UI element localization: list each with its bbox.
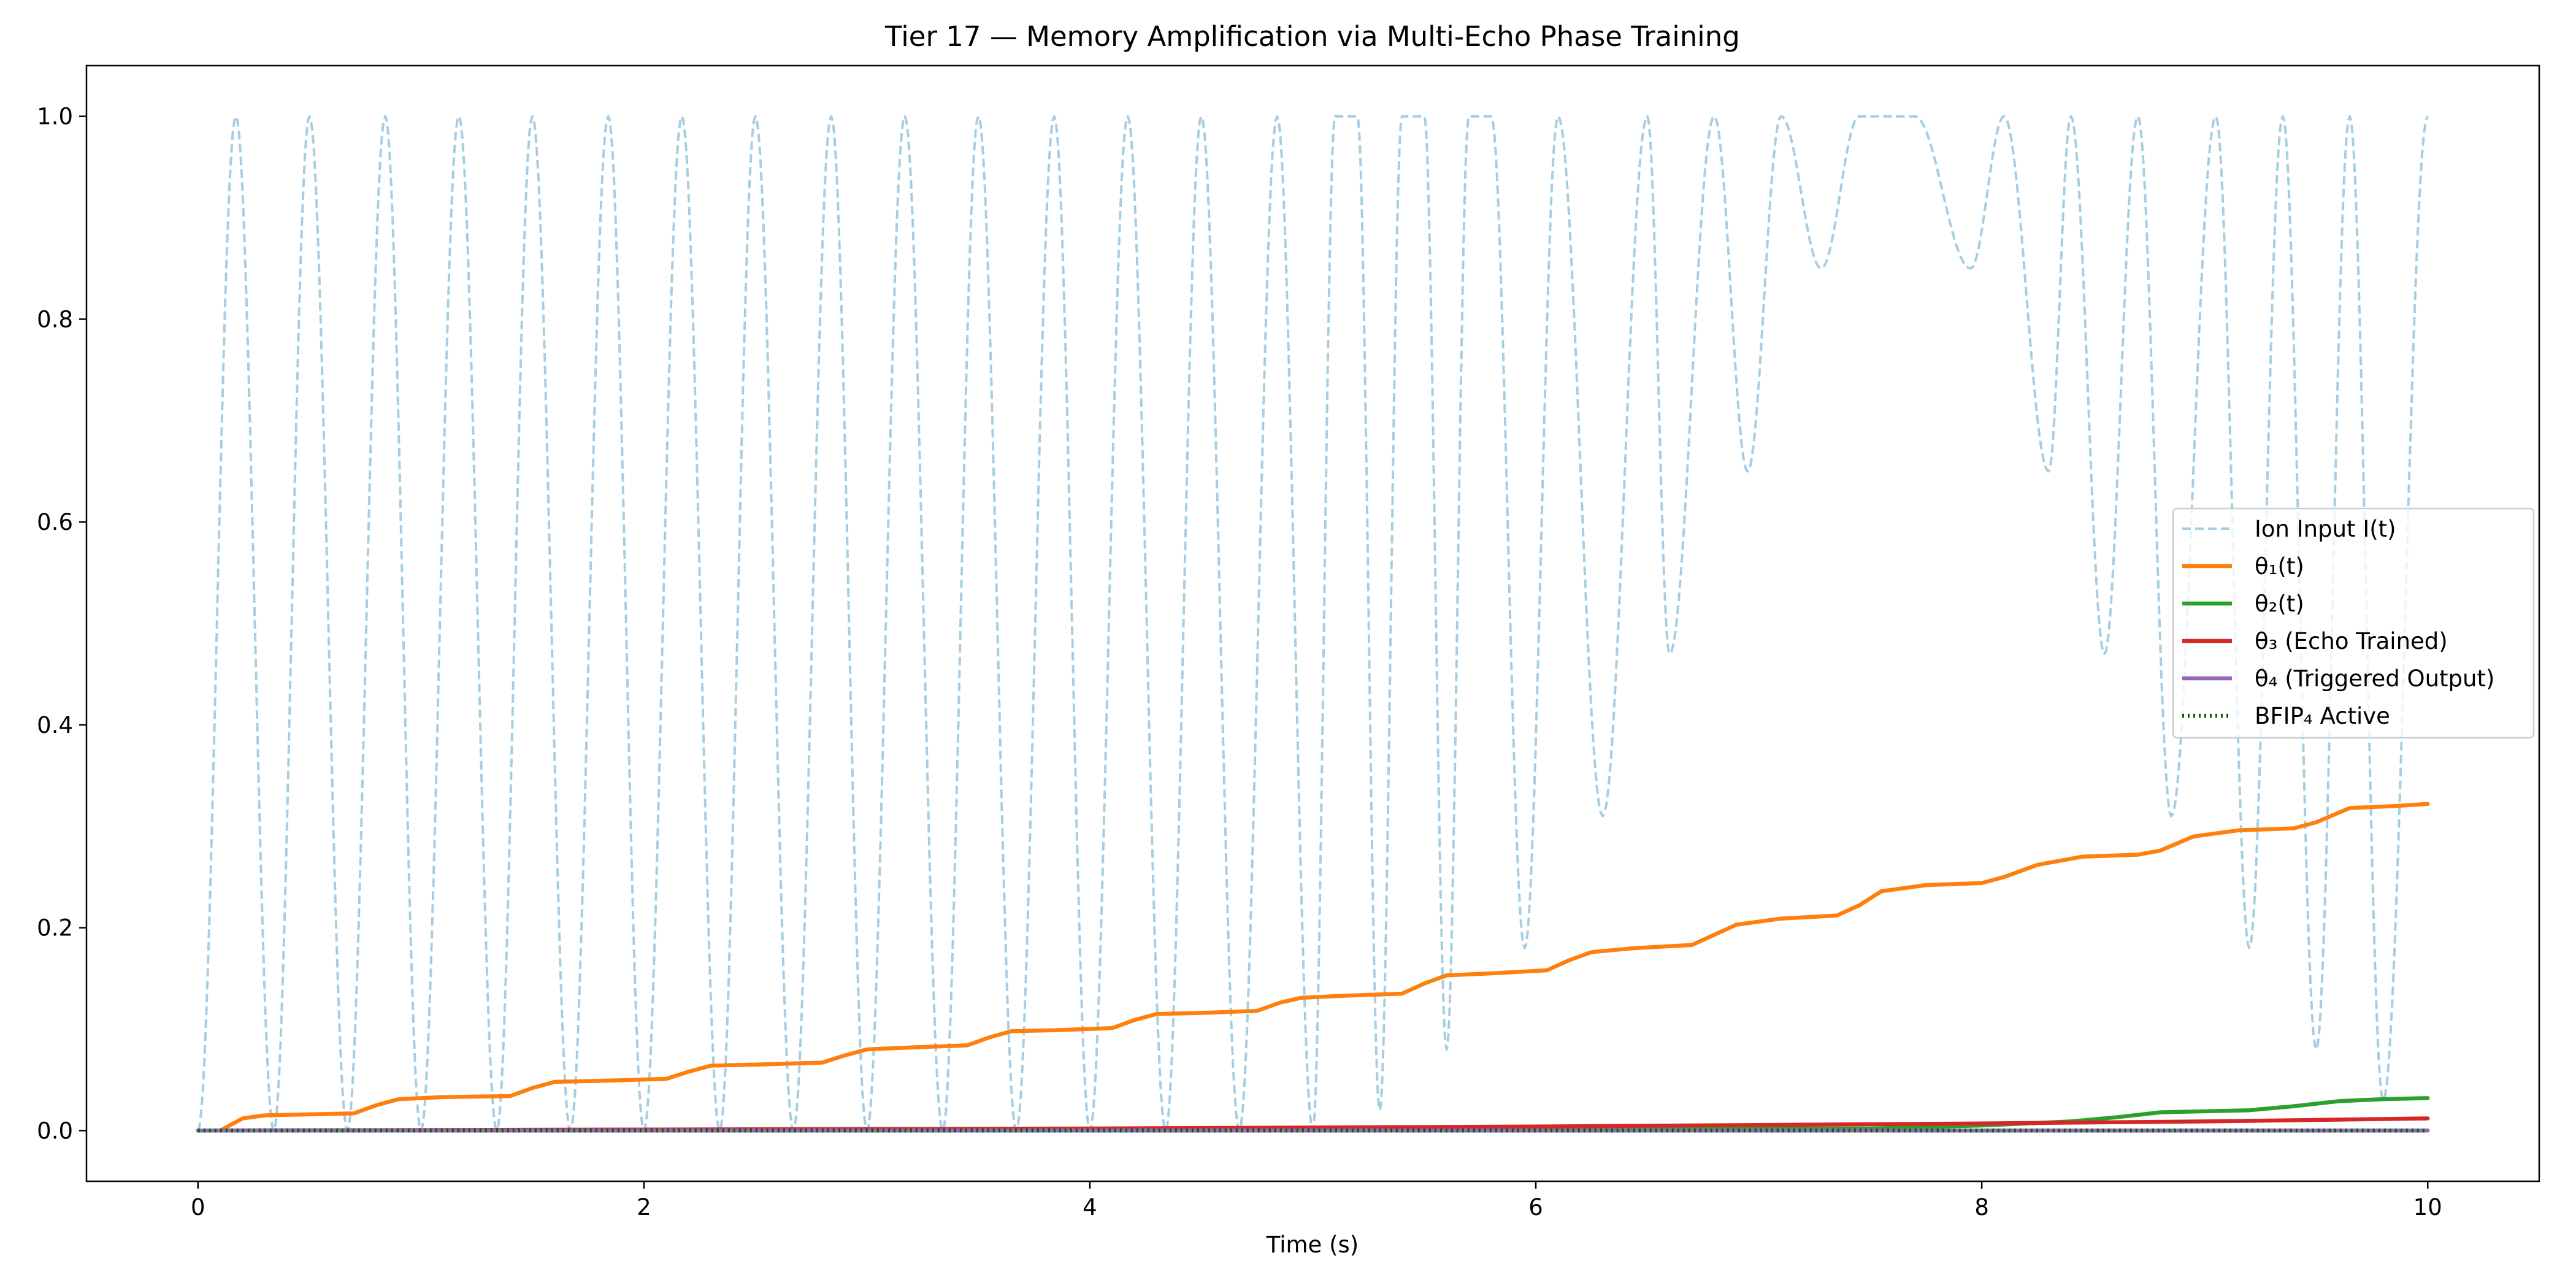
y-tick-label: 0.0 [37,1117,73,1144]
series-line-2 [196,802,2430,1133]
legend-label-2: θ₁(t) [2255,553,2304,580]
x-tick-label: 10 [2413,1194,2442,1221]
series-line-3 [196,1096,2430,1133]
y-tick-label: 0.2 [37,915,73,941]
x-axis-label: Time (s) [1266,1232,1359,1258]
legend-box [2172,507,2535,739]
legend-label-4: θ₃ (Echo Trained) [2255,628,2448,654]
legend-label-3: θ₂(t) [2255,591,2304,617]
y-tick-label: 1.0 [37,104,73,130]
series-layer [196,115,2430,1133]
chart-title: Tier 17 — Memory Amplification via Multi… [884,20,1740,53]
y-axis: 0.0 0.2 0.4 0.6 0.8 1.0 [37,104,86,1144]
legend: Ion Input I(t) θ₁(t) θ₂(t) θ₃ (Echo Trained… [2172,507,2535,739]
plot-frame [85,64,2540,1183]
legend-label-5: θ₄ (Triggered Output) [2255,665,2494,692]
x-tick-label: 6 [1528,1194,1543,1221]
series-line-1 [196,115,2429,1132]
x-tick-label: 4 [1083,1194,1097,1221]
y-tick-label: 0.8 [37,306,73,332]
x-axis: 0 2 4 6 8 10 [191,1181,2442,1221]
legend-label-1: Ion Input I(t) [2255,516,2396,542]
y-tick-label: 0.4 [37,712,73,738]
x-tick-label: 0 [191,1194,205,1221]
y-tick-label: 0.6 [37,509,73,535]
legend-label-6: BFIP₄ Active [2255,703,2390,729]
x-tick-label: 8 [1974,1194,1989,1221]
x-tick-label: 2 [637,1194,651,1221]
